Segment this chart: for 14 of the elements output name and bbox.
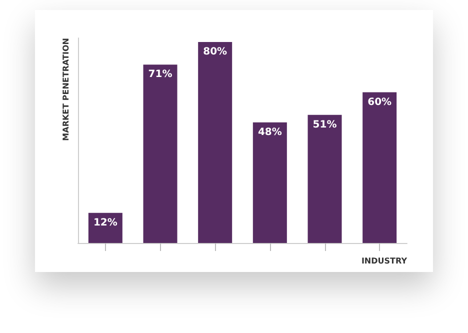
x-axis-title: INDUSTRY	[361, 256, 408, 266]
bar	[308, 114, 342, 243]
data-label: 12%	[93, 217, 118, 228]
bar	[143, 64, 178, 243]
y-axis-title: MARKET PENETRATION	[62, 38, 70, 141]
data-label: 48%	[258, 126, 282, 138]
data-label: 71%	[148, 69, 172, 80]
bar	[252, 122, 287, 243]
data-label: 51%	[312, 119, 337, 130]
data-label: 60%	[368, 96, 392, 108]
bar	[362, 92, 397, 243]
bar	[198, 42, 232, 243]
bar	[88, 212, 122, 243]
data-label: 80%	[203, 46, 228, 58]
